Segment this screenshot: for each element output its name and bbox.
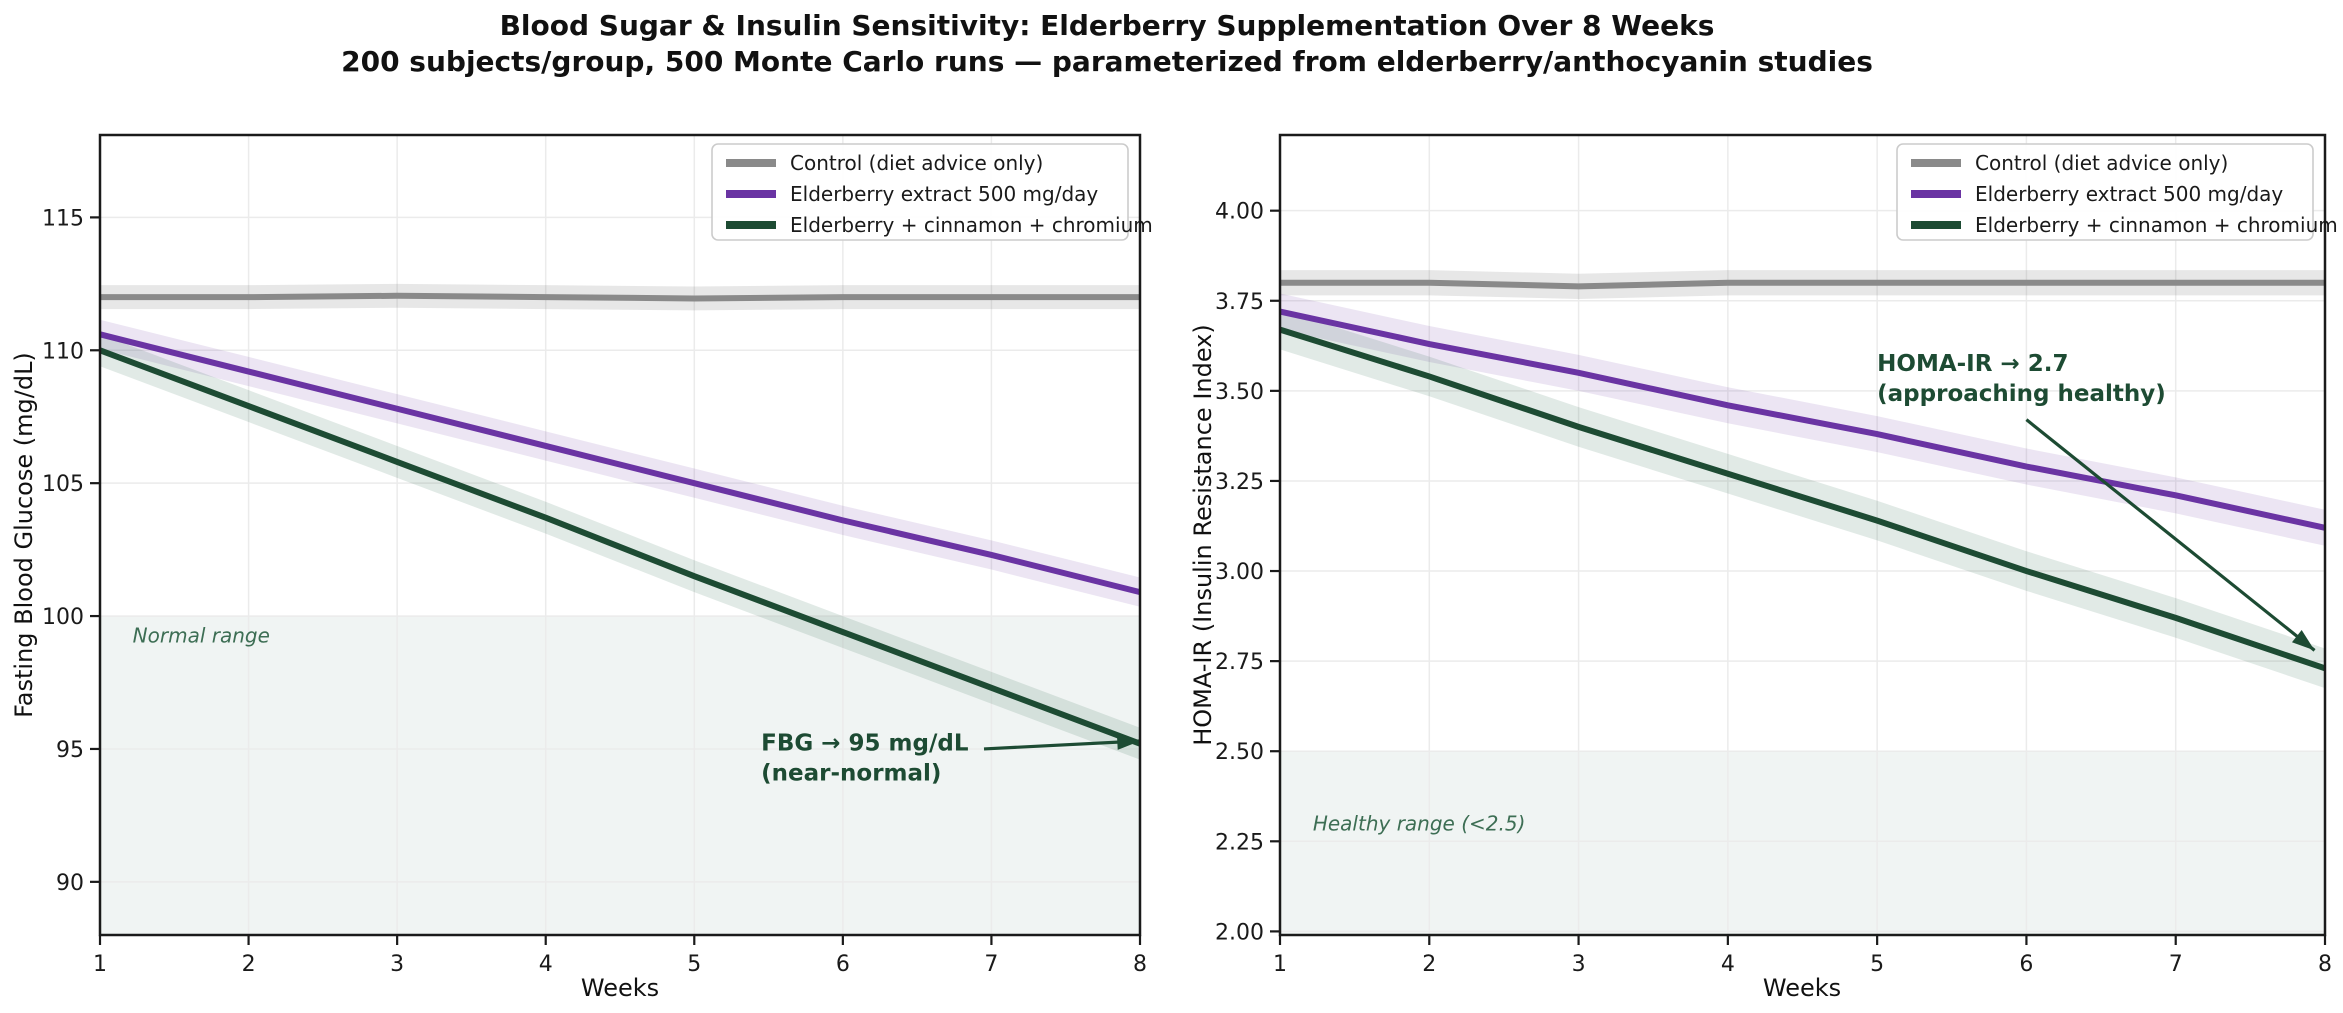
- fbg-elderberry-line: [99, 331, 1141, 596]
- homa-y-tick-label: 2.50: [1215, 740, 1264, 765]
- fbg-plot-border: [98, 133, 1142, 937]
- homa-x-tick-label: 5: [1870, 952, 1884, 977]
- homa-annotation-arrow: [2025, 418, 2316, 652]
- homa-range-band: [1280, 751, 2325, 935]
- homa-panel: Healthy range (<2.5) HOMA-IR → 2.7 (approa…: [1215, 133, 2338, 977]
- fbg-y-tick-label: 110: [42, 339, 84, 364]
- fbg-control-line: [100, 292, 1140, 302]
- homa-annotation-line1: HOMA-IR → 2.7: [1877, 351, 2068, 377]
- legend-label-combo: Elderberry + cinnamon + chromium: [790, 213, 1153, 237]
- fbg-combo-line: [98, 347, 1142, 747]
- fbg-x-tick-label: 1: [93, 952, 107, 977]
- homa-x-tick-label: 7: [2169, 952, 2183, 977]
- homa-y-tick-label: 3.75: [1215, 290, 1264, 315]
- fbg-x-tick-label: 2: [242, 952, 256, 977]
- legend-box: [711, 143, 1129, 241]
- legend-label-combo: Elderberry + cinnamon + chromium: [1975, 213, 2338, 237]
- homa-combo-line: [1279, 326, 2326, 672]
- homa-x-axis-label: Weeks: [1762, 974, 1842, 1002]
- homa-y-tick-label: 2.00: [1215, 920, 1264, 945]
- fbg-y-tick-label: 100: [42, 605, 84, 630]
- figure-title: Blood Sugar & Insulin Sensitivity: Elder…: [499, 9, 1715, 42]
- fbg-range-band: [100, 616, 1140, 935]
- fbg-x-tick-label: 8: [1133, 952, 1147, 977]
- legend-label-elderberry: Elderberry extract 500 mg/day: [1975, 182, 2283, 206]
- homa-legend: Control (diet advice only) Elderberry ext…: [1896, 143, 2338, 241]
- homa-y-tick-label: 3.00: [1215, 560, 1264, 585]
- fbg-x-tick-label: 6: [836, 952, 850, 977]
- legend-label-elderberry: Elderberry extract 500 mg/day: [790, 182, 1098, 206]
- fbg-annotation-arrowhead: [1116, 734, 1140, 750]
- homa-x-tick-label: 4: [1721, 952, 1735, 977]
- homa-annotation-line2: (approaching healthy): [1877, 381, 2166, 407]
- fbg-x-tick-label: 3: [390, 952, 404, 977]
- homa-x-tick-label: 2: [1422, 952, 1436, 977]
- homa-y-tick-label: 3.50: [1215, 380, 1264, 405]
- homa-annotation-arrowhead: [2291, 630, 2315, 651]
- homa-y-tick-label: 2.25: [1215, 830, 1264, 855]
- fbg-y-tick-label: 105: [42, 472, 84, 497]
- homa-x-tick-label: 6: [2019, 952, 2033, 977]
- fbg-legend: Control (diet advice only) Elderberry ext…: [711, 143, 1153, 241]
- legend-label-control: Control (diet advice only): [1975, 151, 2228, 175]
- fbg-x-tick-label: 4: [539, 952, 553, 977]
- fbg-annotation-arrow: [983, 739, 1141, 751]
- figure-subtitle: 200 subjects/group, 500 Monte Carlo runs…: [341, 45, 1873, 78]
- homa-x-tick-label: 8: [2318, 952, 2332, 977]
- fbg-y-tick-label: 115: [42, 206, 84, 231]
- fbg-panel: Normal range FBG → 95 mg/dL (near-normal) 1…: [42, 133, 1153, 977]
- fbg-x-axis-label: Weeks: [580, 974, 660, 1002]
- fbg-range-label: Normal range: [133, 624, 270, 648]
- fbg-x-tick-label: 5: [687, 952, 701, 977]
- fbg-y-tick-label: 95: [56, 738, 84, 763]
- fbg-y-tick-label: 90: [56, 871, 84, 896]
- fbg-annotation-line1: FBG → 95 mg/dL: [761, 730, 969, 756]
- fbg-x-tick-label: 7: [984, 952, 998, 977]
- homa-x-tick-label: 1: [1273, 952, 1287, 977]
- fbg-y-axis-label: Fasting Blood Glucose (mg/dL): [10, 352, 38, 718]
- homa-y-axis-label: HOMA-IR (Insulin Resistance Index): [1189, 324, 1217, 746]
- legend-label-control: Control (diet advice only): [790, 151, 1043, 175]
- homa-plot-border: [1278, 133, 2327, 937]
- homa-control-line: [1280, 279, 2325, 290]
- homa-y-tick-label: 3.25: [1215, 470, 1264, 495]
- homa-range-label: Healthy range (<2.5): [1313, 811, 1526, 835]
- homa-y-tick-label: 4.00: [1215, 200, 1264, 225]
- homa-elderberry-line: [1279, 308, 2326, 531]
- homa-y-tick-label: 2.75: [1215, 650, 1264, 675]
- fbg-annotation-line2: (near-normal): [761, 760, 941, 786]
- homa-x-tick-label: 3: [1572, 952, 1586, 977]
- legend-box: [1896, 143, 2314, 241]
